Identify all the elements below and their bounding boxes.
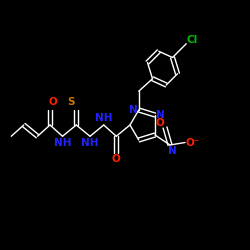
Text: N: N [129,105,138,115]
Text: O⁻: O⁻ [186,138,200,147]
Text: NH: NH [95,113,112,123]
Text: N: N [156,110,165,120]
Text: O: O [156,118,164,128]
Text: O: O [48,98,57,108]
Text: S: S [68,98,75,108]
Text: Cl: Cl [187,35,198,45]
Text: N: N [168,146,177,156]
Text: NH: NH [54,138,71,148]
Text: NH: NH [81,138,99,148]
Text: O: O [112,154,120,164]
